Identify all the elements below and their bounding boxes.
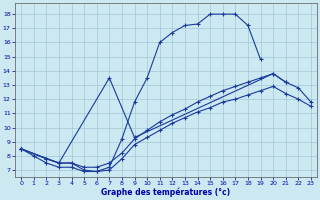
X-axis label: Graphe des températures (°c): Graphe des températures (°c) <box>101 188 231 197</box>
